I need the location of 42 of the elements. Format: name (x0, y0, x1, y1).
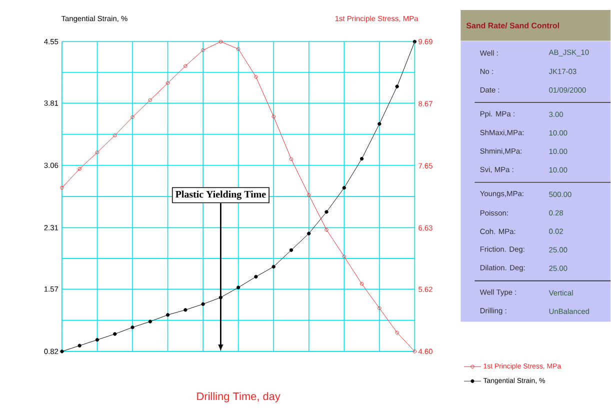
point (184, 308, 188, 312)
point (307, 193, 311, 198)
point (60, 350, 64, 354)
point (342, 254, 346, 258)
point (254, 75, 258, 79)
point (395, 84, 399, 89)
point (113, 134, 117, 138)
point (254, 275, 258, 279)
point (324, 228, 328, 232)
x-axis-title: Drilling Time, day (197, 392, 280, 402)
point (148, 320, 152, 324)
point (130, 326, 134, 330)
point (324, 210, 328, 214)
point (166, 81, 170, 86)
point (307, 232, 311, 236)
point (236, 47, 240, 51)
point (95, 338, 100, 342)
point (218, 40, 223, 44)
point (218, 296, 223, 300)
point (395, 330, 399, 335)
point (236, 286, 240, 290)
point (201, 48, 205, 52)
point (360, 157, 364, 161)
point (360, 282, 364, 286)
point (201, 302, 205, 306)
point (342, 186, 346, 190)
point (378, 122, 382, 126)
point (78, 344, 82, 348)
point (412, 40, 417, 44)
point (78, 167, 82, 171)
annotation: Plastic Yielding Time (176, 190, 266, 200)
point (95, 150, 100, 154)
point (148, 98, 152, 102)
point (289, 157, 294, 162)
point (113, 332, 117, 336)
point (130, 115, 134, 120)
point (378, 306, 382, 310)
point (272, 265, 276, 269)
point (166, 313, 170, 317)
point (272, 114, 276, 119)
point (289, 248, 294, 252)
point (184, 64, 188, 68)
